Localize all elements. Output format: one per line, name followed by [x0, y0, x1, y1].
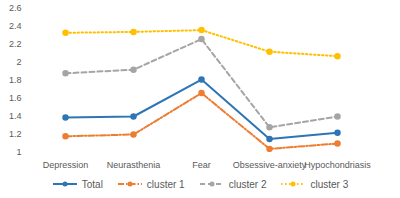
svg-text:Obsessive-anxiety: Obsessive-anxiety — [233, 160, 307, 170]
svg-text:1.6: 1.6 — [9, 93, 22, 103]
svg-text:2.2: 2.2 — [9, 39, 22, 49]
svg-text:2.6: 2.6 — [9, 3, 22, 13]
html-text:Total: Total — [81, 178, 103, 190]
html-text:cluster 1: cluster 1 — [146, 178, 185, 190]
svg-text:1.2: 1.2 — [9, 129, 22, 139]
svg-text:2.4: 2.4 — [9, 21, 22, 31]
svg-text:2: 2 — [16, 57, 21, 67]
svg-text:1: 1 — [16, 147, 21, 157]
svg-text:1.8: 1.8 — [9, 75, 22, 85]
svg-text:Depression: Depression — [43, 160, 89, 170]
svg-text:Hypochondriasis: Hypochondriasis — [304, 160, 371, 170]
svg-text:Fear: Fear — [192, 160, 211, 170]
html-text:cluster 2: cluster 2 — [228, 178, 267, 190]
svg-text:1.4: 1.4 — [9, 111, 22, 121]
html-text:cluster 3: cluster 3 — [310, 178, 349, 190]
svg-text:Neurasthenia: Neurasthenia — [107, 160, 161, 170]
